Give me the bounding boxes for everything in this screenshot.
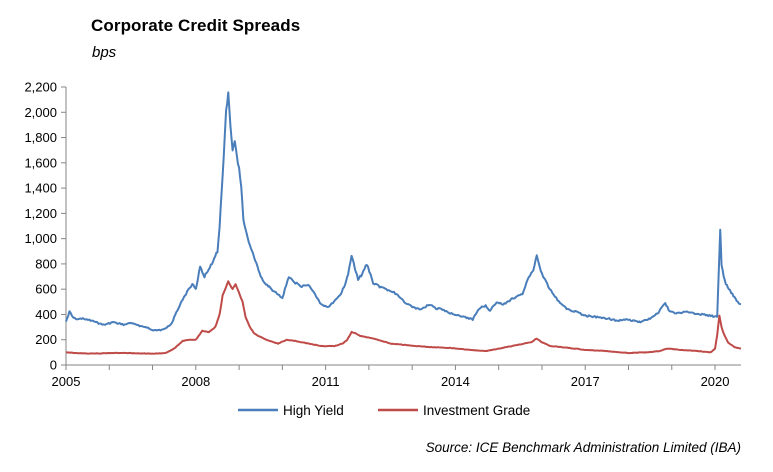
legend-label: Investment Grade (423, 403, 530, 418)
x-tick-label: 2014 (441, 374, 470, 389)
y-tick-label: 0 (50, 358, 57, 373)
y-tick-label: 1,000 (24, 231, 57, 246)
series-line-investment-grade (66, 280, 742, 355)
y-tick-label: 600 (35, 282, 57, 297)
chart-series (65, 91, 742, 355)
y-tick-label: 1,400 (24, 181, 57, 196)
y-tick-label: 1,200 (24, 206, 57, 221)
x-tick-label: 2017 (571, 374, 600, 389)
y-tick-label: 800 (35, 256, 57, 271)
chart-title: Corporate Credit Spreads (91, 16, 301, 35)
series-line-high-yield (65, 91, 742, 332)
x-tick-label: 2020 (701, 374, 730, 389)
x-tick-label: 2008 (181, 374, 210, 389)
y-tick-label: 200 (35, 332, 57, 347)
chart-subtitle-units: bps (92, 44, 117, 61)
y-tick-label: 2,200 (24, 80, 57, 95)
chart-axes: 0 200 400 600 800 1,000 1,200 1,400 1,600 1,800 2,… (24, 80, 741, 389)
y-tick-label: 1,800 (24, 130, 57, 145)
x-tick-label: 2011 (312, 374, 340, 389)
y-tick-label: 2,000 (24, 105, 57, 120)
source-note: Source: ICE Benchmark Administration Lim… (425, 440, 741, 455)
legend-label: High Yield (283, 403, 344, 418)
y-tick-label: 1,600 (24, 155, 57, 170)
y-tick-label: 400 (35, 307, 57, 322)
x-tick-label: 2005 (52, 374, 81, 389)
chart-legend: High Yield Investment Grade (238, 403, 530, 418)
